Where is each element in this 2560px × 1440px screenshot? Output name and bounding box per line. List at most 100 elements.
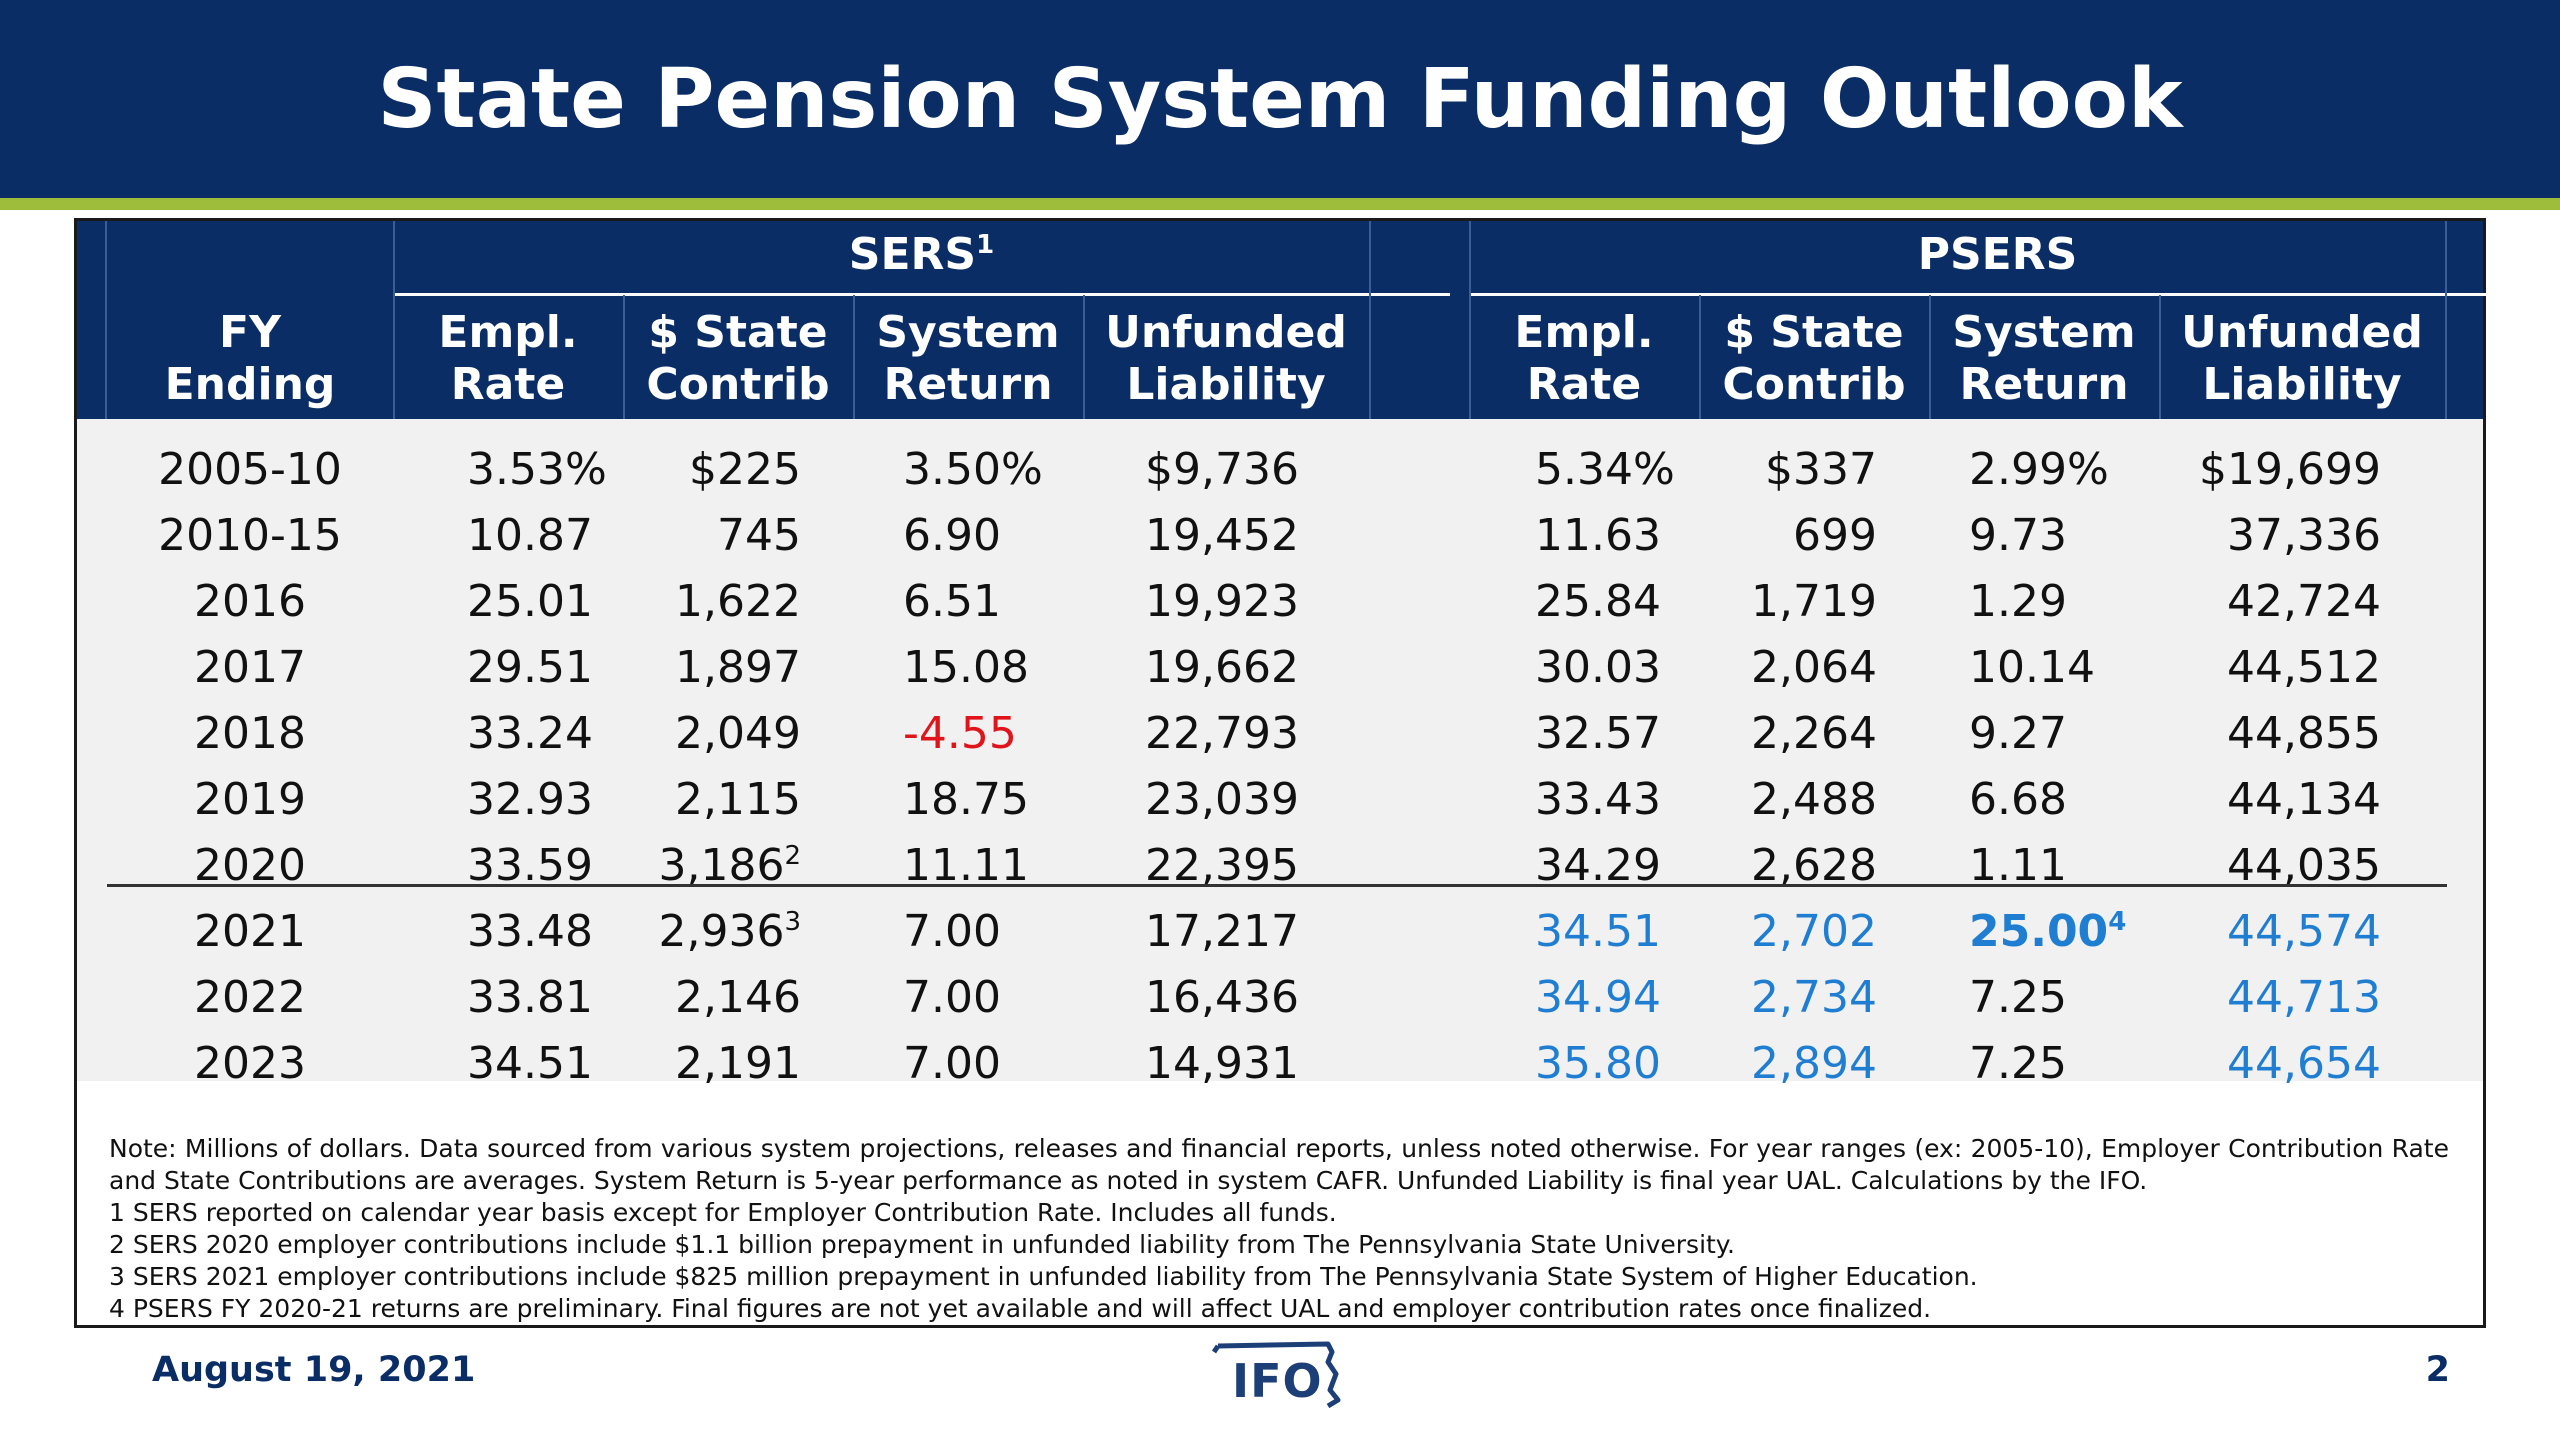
cell-p-rate: 32.57	[1535, 708, 1661, 759]
cell-s-rate: 33.48	[467, 906, 593, 957]
sers-group-underline	[393, 293, 1450, 296]
group-sers-label: SERS	[848, 229, 977, 280]
footnote-marker: 3	[784, 907, 801, 937]
cell-fy: 2023	[194, 1038, 306, 1089]
cell-p-rate: 5.34%	[1535, 444, 1675, 495]
col-header-sers-rate: Empl. Rate	[438, 307, 578, 410]
cell-s-con: 1,622	[675, 576, 801, 627]
cell-fy: 2016	[194, 576, 306, 627]
cell-p-ual: 44,512	[2227, 642, 2381, 693]
header-divider	[1369, 221, 1371, 419]
footnote-marker: 2	[784, 841, 801, 871]
cell-p-ret: 7.25	[1969, 972, 2067, 1023]
cell-s-ual: 22,793	[1145, 708, 1299, 759]
cell-s-con: 745	[717, 510, 801, 561]
footer-date: August 19, 2021	[152, 1350, 476, 1390]
footnote-2: 2 SERS 2020 employer contributions inclu…	[109, 1230, 1735, 1259]
col-header-sers-ual: Unfunded Liability	[1105, 307, 1347, 410]
cell-s-con: $225	[689, 444, 801, 495]
pension-table: SERS1 PSERS FY Ending Empl. Rate $ State Co…	[77, 221, 2526, 1089]
cell-s-ret: 3.50%	[903, 444, 1043, 495]
cell-p-ual: 42,724	[2227, 576, 2381, 627]
table-row: 2010-15 10.87 745 6.90 19,452 11.63 699 9.73 37,…	[77, 503, 2483, 569]
table-row: 2018 33.24 2,049 -4.55 22,793 32.57 2,264 9.27 4…	[77, 701, 2483, 767]
page-number: 2	[2425, 1350, 2450, 1390]
cell-p-rate: 30.03	[1535, 642, 1661, 693]
cell-p-ual: 44,654	[2227, 1038, 2381, 1089]
cell-s-con: 3,1862	[658, 840, 801, 891]
cell-s-rate: 33.24	[467, 708, 593, 759]
cell-s-rate: 33.59	[467, 840, 593, 891]
cell-p-con: 2,734	[1751, 972, 1877, 1023]
cell-s-con: 2,191	[675, 1038, 801, 1089]
cell-p-ret: 9.73	[1969, 510, 2067, 561]
cell-p-con: 2,894	[1751, 1038, 1877, 1089]
table-row: 2005-10 3.53% $225 3.50% $9,736 5.34% $337 2.99…	[77, 437, 2483, 503]
cell-s-ual: 14,931	[1145, 1038, 1299, 1089]
cell-p-ual: 44,134	[2227, 774, 2381, 825]
cell-s-ret: 6.90	[903, 510, 1001, 561]
pension-table-panel: SERS1 PSERS FY Ending Empl. Rate $ State Co…	[74, 218, 2526, 1328]
cell-p-ret: 25.004	[1969, 906, 2127, 957]
cell-p-con: 2,264	[1751, 708, 1877, 759]
header-divider	[1469, 221, 1471, 419]
cell-p-ual: $19,699	[2199, 444, 2381, 495]
header-divider	[2445, 221, 2447, 419]
footnote-1: 1 SERS reported on calendar year basis e…	[109, 1198, 1337, 1227]
group-header-sers: SERS1	[393, 229, 1450, 281]
cell-s-ret: 11.11	[903, 840, 1029, 891]
col-header-fy: FY Ending	[164, 307, 336, 410]
cell-p-con: $337	[1765, 444, 1877, 495]
cell-p-ret: 9.27	[1969, 708, 2067, 759]
cell-p-ual: 44,035	[2227, 840, 2381, 891]
cell-p-con: 2,702	[1751, 906, 1877, 957]
cell-p-con: 2,488	[1751, 774, 1877, 825]
col-header-psers-contrib: $ State Contrib	[1722, 307, 1906, 410]
cell-p-rate: 25.84	[1535, 576, 1661, 627]
cell-s-ret: 18.75	[903, 774, 1029, 825]
cell-s-ual: 19,923	[1145, 576, 1299, 627]
cell-p-ual: 37,336	[2227, 510, 2381, 561]
group-psers-label: PSERS	[1917, 229, 2078, 280]
table-row: 2019 32.93 2,115 18.75 23,039 33.43 2,488 6.68 4…	[77, 767, 2483, 833]
header-divider	[853, 295, 855, 419]
page-title: State Pension System Funding Outlook	[377, 51, 2183, 147]
table-row: 2021 33.48 2,9363 7.00 17,217 34.51 2,702 25.00…	[77, 899, 2483, 965]
cell-s-rate: 10.87	[467, 510, 593, 561]
header-divider	[105, 221, 107, 419]
cell-p-ual: 44,574	[2227, 906, 2381, 957]
cell-s-rate: 33.81	[467, 972, 593, 1023]
cell-s-con: 2,146	[675, 972, 801, 1023]
table-row: 2017 29.51 1,897 15.08 19,662 30.03 2,064 10.14…	[77, 635, 2483, 701]
pennsylvania-outline-icon	[1211, 1341, 1341, 1409]
psers-group-underline	[1469, 293, 2526, 296]
cell-p-ret: 7.25	[1969, 1038, 2067, 1089]
cell-s-con: 1,897	[675, 642, 801, 693]
cell-s-con: 2,9363	[658, 906, 801, 957]
header-divider	[2159, 295, 2161, 419]
cell-s-ual: 16,436	[1145, 972, 1299, 1023]
cell-s-ret: -4.55	[903, 708, 1017, 759]
header-divider	[1929, 295, 1931, 419]
header-divider	[1699, 295, 1701, 419]
footnote-main: Note: Millions of dollars. Data sourced …	[109, 1134, 2449, 1195]
table-row: 2020 33.59 3,1862 11.11 22,395 34.29 2,628 1.11…	[77, 833, 2483, 899]
cell-s-ret: 15.08	[903, 642, 1029, 693]
cell-fy: 2018	[194, 708, 306, 759]
cell-s-rate: 25.01	[467, 576, 593, 627]
group-header-psers: PSERS	[1469, 229, 2526, 281]
cell-fy: 2010-15	[158, 510, 342, 561]
cell-fy: 2021	[194, 906, 306, 957]
cell-s-rate: 34.51	[467, 1038, 593, 1089]
cell-s-ual: 19,452	[1145, 510, 1299, 561]
cell-p-con: 2,064	[1751, 642, 1877, 693]
cell-s-ret: 7.00	[903, 1038, 1001, 1089]
table-row: 2022 33.81 2,146 7.00 16,436 34.94 2,734 7.25 44…	[77, 965, 2483, 1031]
cell-fy: 2019	[194, 774, 306, 825]
cell-p-ret: 1.11	[1969, 840, 2067, 891]
cell-s-ual: 19,662	[1145, 642, 1299, 693]
accent-divider	[0, 198, 2560, 210]
cell-p-ret: 10.14	[1969, 642, 2095, 693]
cell-p-con: 1,719	[1751, 576, 1877, 627]
cell-s-rate: 32.93	[467, 774, 593, 825]
